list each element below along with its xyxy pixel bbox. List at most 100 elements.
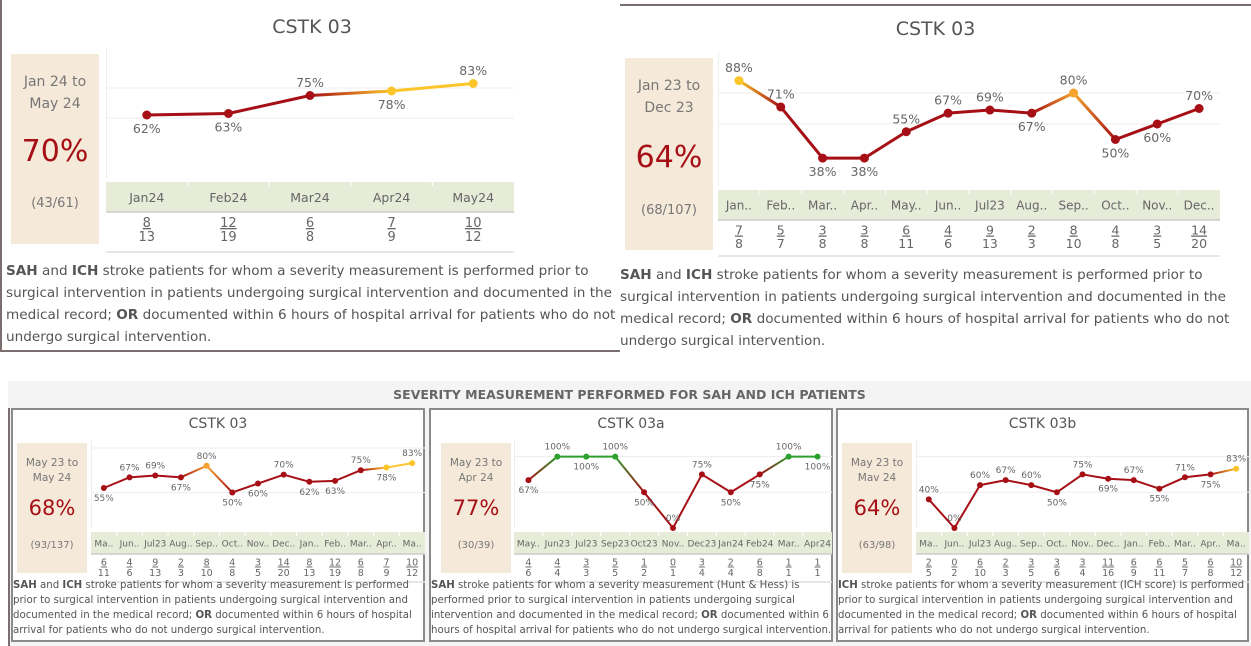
denominator: 9 [387, 230, 395, 245]
data-point[interactable] [734, 76, 744, 86]
data-point[interactable] [1233, 465, 1240, 472]
numerator: 3 [1028, 558, 1034, 569]
data-point[interactable] [1130, 477, 1137, 484]
data-point[interactable] [1079, 471, 1086, 478]
data-point[interactable] [468, 79, 478, 88]
data-point[interactable] [1028, 482, 1035, 489]
data-point[interactable] [951, 525, 958, 531]
data-point[interactable] [1152, 119, 1162, 129]
category-label: Dec.. [1184, 199, 1215, 213]
data-point[interactable] [776, 102, 786, 112]
data-point[interactable] [100, 485, 107, 491]
denominator: 9 [1131, 568, 1137, 579]
data-point[interactable] [1181, 474, 1188, 481]
data-point[interactable] [1053, 489, 1060, 496]
data-point[interactable] [985, 105, 995, 115]
line-segment [390, 82, 475, 93]
numerator: 14 [278, 558, 290, 569]
data-point[interactable] [1156, 485, 1163, 492]
data-point[interactable] [126, 474, 133, 481]
data-point[interactable] [727, 489, 734, 496]
numerator: 3 [255, 558, 261, 569]
data-point[interactable] [306, 478, 313, 485]
data-label: 70% [274, 461, 294, 471]
line-segment [308, 479, 337, 483]
kpi-range-line1: Jan 24 to [23, 74, 87, 90]
data-point[interactable] [387, 86, 397, 96]
data-point[interactable] [280, 471, 287, 478]
denominator: 12 [1230, 568, 1242, 579]
category-label: Dec.. [272, 539, 295, 549]
data-label: 63% [325, 487, 345, 497]
data-point[interactable] [698, 471, 705, 478]
line-segment [953, 484, 982, 529]
data-point[interactable] [305, 91, 315, 100]
category-label: Jun.. [934, 199, 961, 213]
description: SAH and ICH stroke patients for whom a s… [13, 578, 423, 638]
data-point[interactable] [583, 453, 590, 460]
data-point[interactable] [1069, 88, 1079, 98]
data-point[interactable] [525, 477, 532, 484]
line-segment [737, 79, 783, 109]
data-label: 55% [892, 111, 920, 126]
data-point[interactable] [383, 464, 390, 471]
data-point[interactable] [1207, 471, 1214, 478]
panel-title: CSTK 03b [1008, 416, 1077, 432]
data-point[interactable] [229, 489, 236, 496]
numerator: 4 [525, 558, 531, 569]
numerator: 6 [1131, 558, 1137, 569]
denominator: 20 [1191, 236, 1207, 251]
data-point[interactable] [943, 108, 953, 118]
data-point[interactable] [1194, 104, 1204, 113]
category-label: Aug.. [1016, 199, 1047, 213]
data-point[interactable] [818, 153, 828, 163]
data-point[interactable] [901, 127, 911, 137]
data-point[interactable] [814, 453, 821, 460]
data-point[interactable] [641, 489, 648, 496]
data-point[interactable] [332, 477, 339, 484]
category-label: Ma.. [919, 539, 938, 549]
kpi-box: Jan 24 to May 24 70% (43/61) [11, 54, 99, 244]
numerator: 3 [819, 223, 827, 238]
denominator: 8 [229, 568, 235, 579]
data-point[interactable] [409, 460, 416, 467]
data-point[interactable] [554, 453, 561, 460]
data-point[interactable] [1027, 108, 1037, 118]
line-segment [102, 476, 131, 489]
denominator: 2 [641, 568, 647, 579]
denominator: 19 [329, 568, 341, 579]
data-point[interactable] [785, 453, 792, 460]
data-point[interactable] [223, 109, 233, 118]
data-point[interactable] [977, 482, 984, 489]
data-point[interactable] [756, 471, 763, 478]
category-label: Jul23 [974, 199, 1005, 213]
data-point[interactable] [859, 153, 869, 163]
category-label: Mar.. [778, 539, 800, 549]
data-point[interactable] [1002, 477, 1009, 484]
data-point[interactable] [925, 496, 932, 503]
data-point[interactable] [612, 453, 619, 460]
kpi-range-line1: May 23 to [25, 457, 79, 469]
data-point[interactable] [1105, 475, 1112, 482]
category-label: Mar.. [350, 539, 372, 549]
data-point[interactable] [357, 467, 364, 474]
denominator: 6 [1054, 568, 1060, 579]
data-point[interactable] [142, 110, 152, 120]
data-label: 69% [976, 90, 1004, 105]
data-label: 71% [1175, 463, 1195, 473]
data-point[interactable] [152, 472, 159, 479]
data-point[interactable] [670, 525, 676, 531]
line-segment [672, 473, 703, 529]
description-text: and [651, 267, 686, 283]
category-band [718, 190, 1220, 220]
line-segment [205, 464, 234, 494]
data-point[interactable] [1110, 135, 1120, 144]
category-label: Feb24 [209, 190, 247, 205]
data-label: 55% [1149, 495, 1169, 505]
data-label: 62% [133, 121, 161, 136]
data-point[interactable] [203, 462, 210, 469]
data-point[interactable] [177, 474, 184, 481]
data-point[interactable] [255, 480, 261, 487]
numerator: 1 [641, 558, 647, 569]
description-bold-term: SAH [620, 267, 652, 283]
